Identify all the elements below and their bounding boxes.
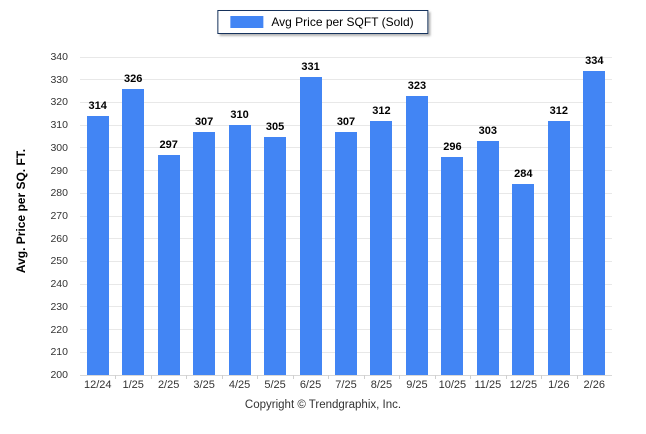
gridline <box>80 374 612 376</box>
gridline <box>80 79 612 81</box>
plot-area: 314 12/24 326 1/25 297 2/25 307 3/25 310 4/25 305 5… <box>80 54 612 391</box>
bar-value-label: 334 <box>585 54 604 67</box>
x-tick-mark <box>115 375 117 379</box>
bar-2/25[interactable] <box>157 154 180 375</box>
bar-3/25[interactable] <box>193 131 216 375</box>
bar-12/25[interactable] <box>512 184 535 375</box>
y-axis-tick-labels: 200 210 220 230 240 250 260 270 280 290 300 310 320 3… <box>28 51 68 381</box>
x-tick-mark <box>576 375 578 379</box>
x-tick-mark <box>257 375 259 379</box>
x-tick-label: 2/26 <box>583 379 605 391</box>
y-axis-title: Avg. Price per SQ. FT. <box>14 148 28 274</box>
bar-value-label: 323 <box>407 79 427 92</box>
x-tick-mark <box>470 375 472 379</box>
legend-swatch-icon <box>230 16 264 28</box>
bar-1/26[interactable] <box>547 120 570 375</box>
x-tick-mark <box>505 375 507 379</box>
y-tick-label: 260 <box>50 232 68 245</box>
x-tick-label: 2/25 <box>157 379 180 391</box>
x-tick-label: 3/25 <box>193 379 215 391</box>
x-tick-mark <box>434 375 436 379</box>
bar-value-label: 331 <box>301 61 320 74</box>
bar-value-label: 296 <box>443 140 462 153</box>
bar-5/25[interactable] <box>264 136 287 375</box>
x-tick-label: 4/25 <box>228 379 251 391</box>
copyright-text: Copyright © Trendgraphix, Inc. <box>244 399 402 411</box>
x-tick-label: 5/25 <box>264 379 286 391</box>
y-tick-label: 240 <box>50 278 68 291</box>
gridline <box>80 56 612 58</box>
bar-10/25[interactable] <box>441 156 464 375</box>
y-tick-label: 270 <box>50 210 68 222</box>
x-tick-label: 10/25 <box>438 379 467 391</box>
y-tick-label: 200 <box>50 369 68 381</box>
x-tick-mark <box>328 375 330 379</box>
gridline <box>80 124 612 126</box>
x-tick-mark <box>186 375 188 379</box>
bar-2/26[interactable] <box>583 70 606 375</box>
y-tick-label: 320 <box>50 96 68 109</box>
y-tick-label: 210 <box>50 346 68 359</box>
x-tick-label: 12/24 <box>83 379 112 391</box>
y-tick-label: 220 <box>50 323 68 336</box>
bar-value-label: 284 <box>514 168 533 181</box>
bar-1/25[interactable] <box>122 88 145 375</box>
y-tick-label: 290 <box>50 164 68 177</box>
x-tick-label: 12/25 <box>509 379 538 391</box>
bar-value-label: 312 <box>549 104 568 117</box>
y-tick-label: 300 <box>50 141 68 154</box>
bar-12/24[interactable] <box>86 116 109 375</box>
bar-value-label: 303 <box>478 125 498 138</box>
bar-value-label: 305 <box>265 120 285 133</box>
bar-11/25[interactable] <box>476 141 499 375</box>
bar-9/25[interactable] <box>405 95 428 375</box>
x-tick-mark <box>221 375 223 379</box>
x-tick-label: 9/25 <box>406 379 428 391</box>
bar-value-label: 314 <box>88 100 107 113</box>
bar-value-label: 326 <box>124 72 143 85</box>
y-tick-label: 340 <box>50 51 68 63</box>
x-tick-mark <box>541 375 543 379</box>
bar-8/25[interactable] <box>370 120 393 375</box>
x-tick-label: 1/25 <box>122 379 144 391</box>
y-tick-label: 330 <box>50 73 68 86</box>
gridline <box>80 101 612 103</box>
y-tick-label: 280 <box>50 187 68 200</box>
legend: Avg Price per SQFT (Sold) <box>217 10 429 34</box>
bar-7/25[interactable] <box>335 131 357 375</box>
x-tick-mark <box>292 375 294 379</box>
bar-value-label: 297 <box>159 138 178 151</box>
x-tick-mark <box>363 375 365 379</box>
y-tick-label: 230 <box>50 300 68 313</box>
x-tick-label: 11/25 <box>474 379 502 391</box>
bar-value-label: 310 <box>230 109 249 122</box>
bar-value-label: 307 <box>336 115 356 128</box>
legend-label: Avg Price per SQFT (Sold) <box>271 15 414 29</box>
bar-value-label: 307 <box>194 115 214 128</box>
x-tick-label: 6/25 <box>299 379 322 391</box>
y-tick-label: 250 <box>50 255 68 268</box>
x-tick-label: 1/26 <box>548 379 570 391</box>
x-tick-mark <box>399 375 401 379</box>
y-tick-label: 310 <box>50 119 68 132</box>
bar-value-label: 312 <box>372 104 391 117</box>
x-tick-mark <box>150 375 152 379</box>
x-tick-label: 7/25 <box>335 379 357 391</box>
bar-4/25[interactable] <box>228 125 251 375</box>
x-tick-label: 8/25 <box>370 379 393 391</box>
bar-6/25[interactable] <box>299 77 322 375</box>
